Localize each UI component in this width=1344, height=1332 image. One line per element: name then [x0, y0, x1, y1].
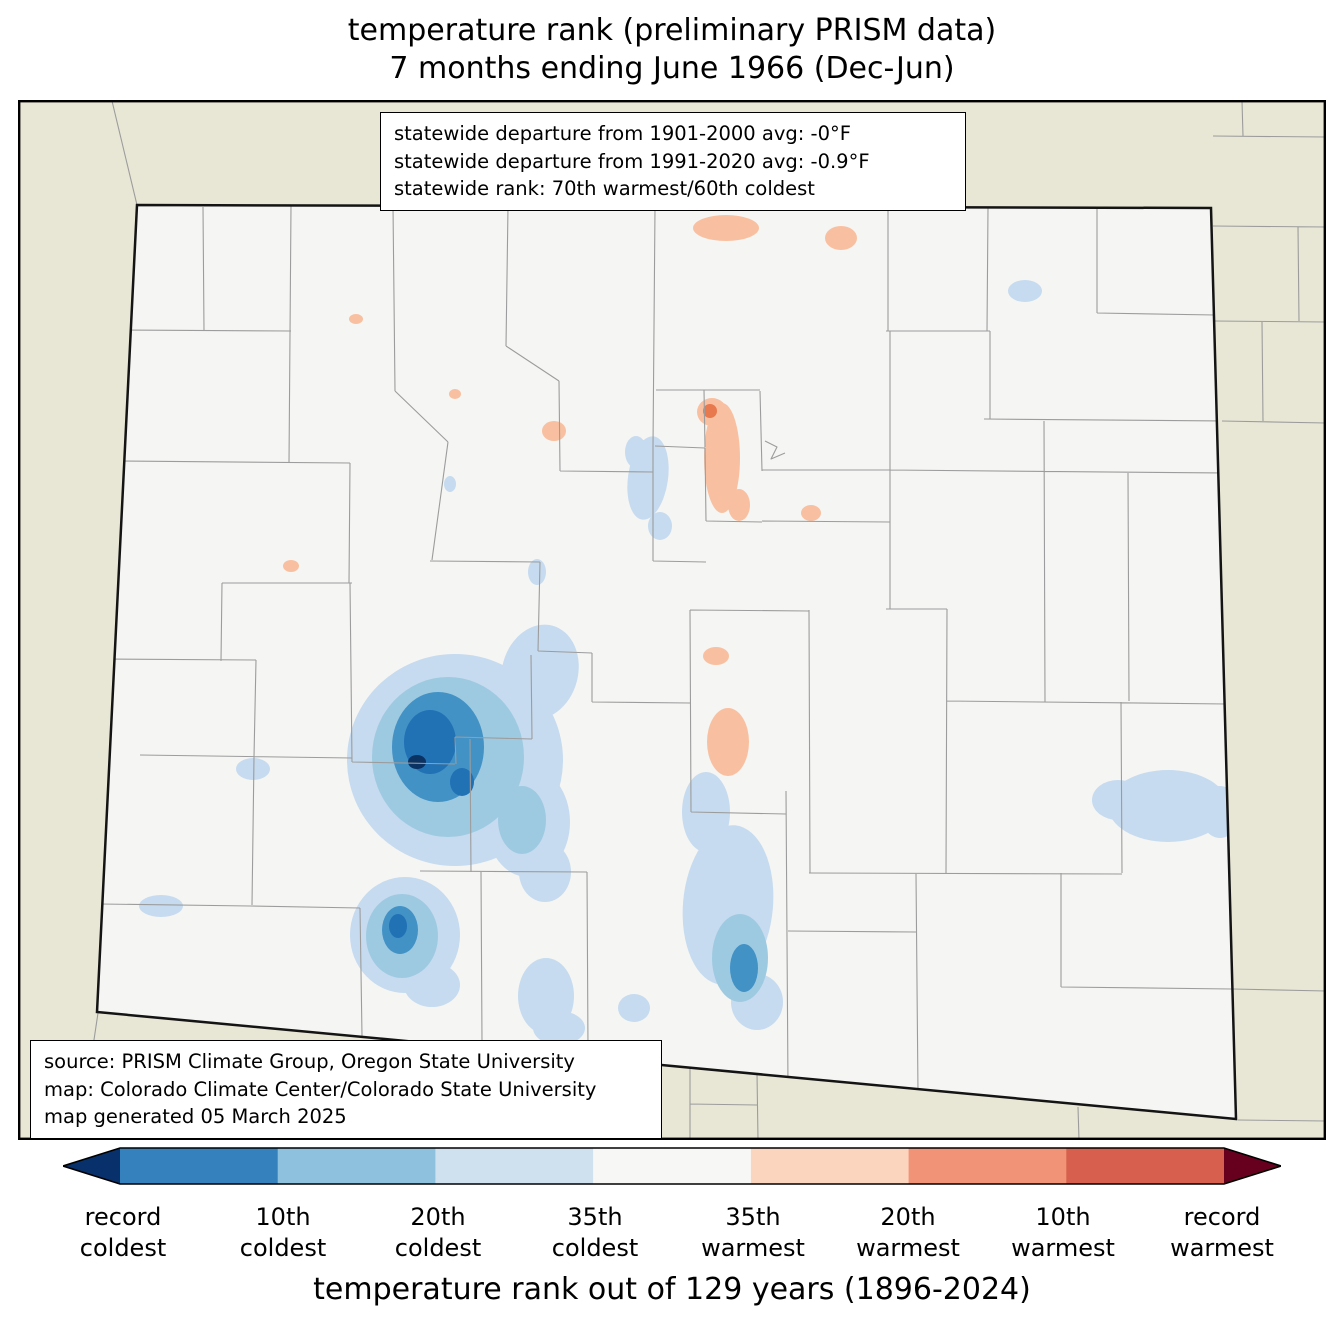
map-region-blue_darker — [389, 914, 407, 938]
map-region-blue_light — [1008, 280, 1042, 302]
map-region-blue_dark — [730, 944, 758, 992]
source-line-3: map generated 05 March 2025 — [44, 1105, 347, 1129]
title-line-2: 7 months ending June 1966 (Dec-Jun) — [389, 51, 955, 86]
colorbar-arrow-record-warmest — [1224, 1148, 1281, 1184]
cb-label-record-coldest: record coldest — [79, 1203, 167, 1262]
colorbar-caption: temperature rank out of 129 years (1896-… — [313, 1272, 1031, 1307]
cb-label-10th-warmest: 10th warmest — [1011, 1203, 1115, 1262]
map-region-orange_light — [283, 560, 299, 572]
cb-label-20th-coldest: 20th coldest — [394, 1203, 482, 1262]
map-region-blue_light — [404, 963, 460, 1007]
colorado-state-fill — [97, 205, 1236, 1119]
colorbar-arrow-record-coldest — [63, 1148, 120, 1184]
stats-line-3: statewide rank: 70th warmest/60th coldes… — [394, 177, 815, 201]
map-region-blue_med — [498, 786, 546, 854]
map-region-blue_darker — [450, 768, 474, 796]
source-line-2: map: Colorado Climate Center/Colorado St… — [44, 1077, 597, 1101]
colorbar-seg-cold-light — [435, 1148, 594, 1184]
colorbar-seg-warm-med — [908, 1148, 1067, 1184]
source-line-1: source: PRISM Climate Group, Oregon Stat… — [44, 1050, 575, 1073]
cb-label-20th-warmest: 20th warmest — [856, 1203, 960, 1262]
map-region-orange_light — [728, 489, 750, 521]
colorbar-seg-cold-med — [277, 1148, 436, 1184]
cb-label-10th-coldest: 10th coldest — [239, 1203, 327, 1262]
stats-line-1: statewide departure from 1901-2000 avg: … — [394, 122, 851, 145]
map-region-orange_light — [349, 314, 363, 324]
neighbor-state-borders — [78, 100, 1326, 1140]
map-region-orange_light — [703, 647, 729, 665]
page-title: temperature rank (preliminary PRISM data… — [0, 12, 1344, 88]
colorbar-seg-cold-strong — [120, 1148, 279, 1184]
map-region-blue_record — [408, 755, 426, 769]
stats-line-2: statewide departure from 1991-2020 avg: … — [394, 149, 870, 173]
colorado-map — [18, 100, 1326, 1140]
map-region-blue_light — [501, 624, 579, 720]
map-region-blue_light — [1092, 780, 1144, 820]
colorbar-outline — [63, 1147, 1281, 1185]
cb-label-35th-warmest: 35th warmest — [701, 1203, 805, 1262]
cb-label-record-warmest: record warmest — [1170, 1203, 1274, 1262]
map-region-blue_light — [444, 476, 456, 492]
map-region-blue_light — [139, 895, 183, 917]
colorbar-seg-warm-strong — [1066, 1148, 1224, 1184]
map-region-orange_light — [542, 421, 566, 441]
colorbar-seg-neutral — [593, 1148, 752, 1184]
map-region-orange_light — [449, 389, 461, 399]
map-region-blue_light — [236, 758, 270, 780]
source-credit-box: source: PRISM Climate Group, Oregon Stat… — [30, 1040, 662, 1140]
colorbar-seg-warm-light — [750, 1148, 910, 1184]
county-borders — [99, 205, 1233, 1094]
map-region-orange_light — [707, 708, 749, 776]
rank-colorbar — [63, 1147, 1281, 1185]
map-region-blue_light — [528, 559, 546, 585]
map-region-orange_med — [703, 404, 717, 418]
map-region-blue_light — [533, 1011, 585, 1045]
map-region-blue_light — [618, 994, 650, 1022]
map-region-orange_light — [693, 215, 759, 241]
map-region-orange_light — [825, 226, 857, 250]
map-region-blue_light — [648, 512, 672, 540]
map-region-orange_light — [801, 505, 821, 521]
map-region-orange_light — [704, 403, 740, 513]
cb-label-35th-coldest: 35th coldest — [551, 1203, 639, 1262]
map-region-blue_light — [625, 436, 647, 468]
statewide-stats-box: statewide departure from 1901-2000 avg: … — [380, 112, 966, 212]
map-frame — [18, 100, 1326, 1140]
title-line-1: temperature rank (preliminary PRISM data… — [347, 13, 997, 48]
